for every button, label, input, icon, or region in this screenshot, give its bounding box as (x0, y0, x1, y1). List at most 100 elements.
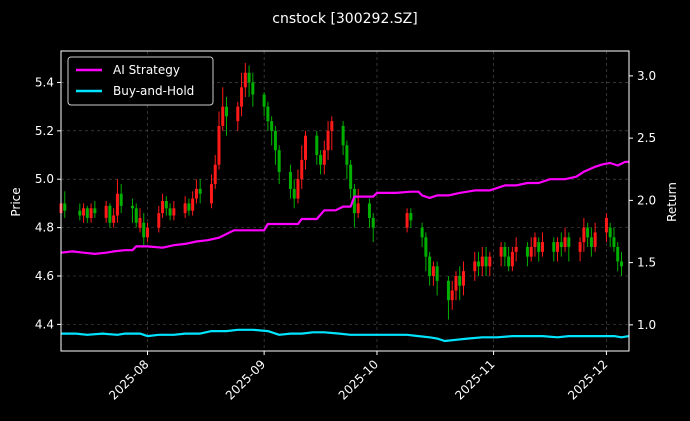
candle-body (488, 256, 492, 267)
candle-body (240, 87, 244, 107)
candle-body (461, 271, 465, 286)
candle-body (194, 188, 198, 199)
candle-body (612, 237, 616, 247)
candle-body (431, 266, 435, 276)
candle-body (424, 237, 428, 257)
candle-body (85, 208, 89, 218)
candle-body (514, 246, 518, 252)
legend-label-buy-and-hold: Buy-and-Hold (113, 84, 194, 98)
candle-body (119, 193, 123, 206)
candle-body (616, 246, 620, 262)
candle-body (552, 242, 556, 252)
candle-body (371, 217, 375, 228)
candle-body (484, 256, 488, 267)
candle-body (146, 227, 150, 238)
x-tick-label: 2025-11 (452, 357, 497, 402)
candle-body (262, 94, 266, 107)
candle-body (247, 72, 251, 83)
candle-body (454, 276, 458, 291)
candle-body (529, 246, 533, 257)
candle-body (349, 164, 353, 189)
candle-body (322, 150, 326, 165)
grid (61, 51, 629, 351)
x-tick-label: 2025-09 (223, 357, 268, 402)
candle-body (273, 130, 277, 151)
candle-body (288, 171, 292, 189)
y-right-tick-label: 2.5 (637, 131, 656, 145)
candlesticks (59, 63, 623, 320)
candle-body (356, 203, 360, 214)
candle-body (480, 256, 484, 267)
candle-body (473, 261, 477, 272)
candle-body (510, 251, 514, 267)
candle-body (458, 276, 462, 286)
candle-body (608, 227, 612, 238)
candle-body (157, 213, 161, 228)
candle-body (503, 246, 507, 257)
candle-body (499, 246, 503, 257)
candle-body (326, 130, 330, 151)
candle-body (296, 179, 300, 199)
candle-body (409, 213, 413, 221)
candle-body (63, 203, 67, 211)
candle-body (367, 203, 371, 218)
series-line-ai-strategy (60, 160, 629, 255)
candle-body (586, 227, 590, 238)
y-left-tick-label: 5.4 (35, 75, 54, 89)
y-axis-left: 4.4 4.6 4.8 5.0 5.2 5.4 (35, 75, 61, 331)
return-lines (60, 160, 630, 343)
candle-body (236, 106, 240, 122)
candle-body (164, 201, 168, 209)
candle-body (134, 208, 138, 223)
y-axis-right: 1.0 1.5 2.0 2.5 3.0 (629, 69, 656, 332)
candle-body (300, 159, 304, 180)
y-left-tick-label: 4.8 (35, 221, 54, 235)
candle-body (563, 237, 567, 247)
candle-body (142, 222, 146, 238)
candle-body (217, 126, 221, 165)
candle-body (138, 217, 142, 228)
candle-body (582, 227, 586, 243)
candle-body (104, 205, 108, 218)
candle-body (345, 145, 349, 165)
candle-body (112, 215, 116, 223)
candle-body (251, 82, 255, 95)
series-line-buy-and-hold (61, 328, 630, 343)
candle-body (450, 290, 454, 301)
y-right-tick-label: 3.0 (637, 69, 656, 83)
legend-box (67, 56, 214, 106)
legend: AI Strategy Buy-and-Hold (67, 56, 214, 106)
candle-body (225, 106, 229, 117)
candle-body (420, 227, 424, 238)
candle-body (593, 232, 597, 247)
x-tick-label: 2025-10 (336, 357, 381, 402)
candle-body (198, 188, 202, 194)
candle-body (82, 208, 86, 216)
x-tick-label: 2025-12 (565, 357, 610, 402)
candle-body (304, 135, 308, 160)
candle-body (277, 150, 281, 172)
candle-body (341, 126, 345, 146)
candle-body (525, 246, 529, 257)
candle-body (435, 266, 439, 281)
candle-body (130, 205, 134, 209)
y-right-tick-label: 1.0 (637, 318, 656, 332)
candle-body (604, 217, 608, 233)
y-axis-left-label: Price (9, 187, 23, 216)
candle-body (93, 208, 97, 214)
candle-body (115, 193, 119, 216)
x-axis: 2025-08 2025-09 2025-10 2025-11 2025-12 (106, 351, 611, 403)
candle-body (352, 188, 356, 214)
candle-body (89, 208, 93, 218)
y-axis-right-label: Return (665, 182, 679, 222)
candle-body (161, 201, 165, 214)
candle-body (477, 261, 481, 267)
candle-body (187, 203, 191, 211)
legend-label-ai-strategy: AI Strategy (113, 63, 180, 77)
candle-body (266, 106, 270, 122)
candle-body (213, 164, 217, 185)
plot-frame (60, 50, 630, 352)
candle-body (183, 203, 187, 214)
candle-body (446, 280, 450, 301)
